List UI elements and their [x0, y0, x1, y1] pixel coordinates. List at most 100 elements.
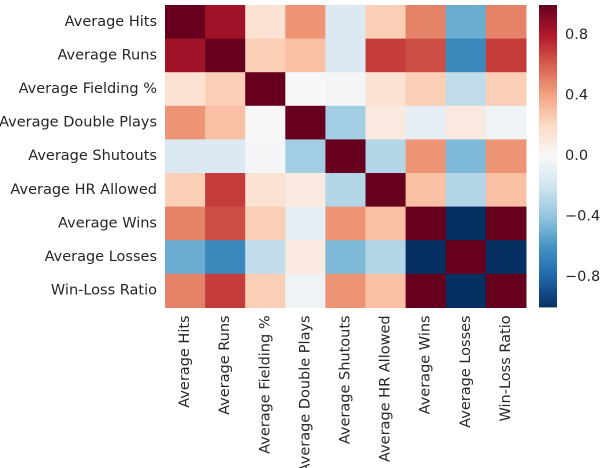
heatmap-cell-average-hits-x-average-shutouts	[325, 5, 367, 40]
colorbar-tick-label: 0.8	[565, 27, 588, 43]
heatmap-cell-average-hr-allowed-x-average-double-plays	[285, 173, 326, 208]
heatmap-cell-average-fielding-pct-x-average-double-plays	[285, 72, 326, 107]
heatmap-cell-average-double-plays-x-win-loss-ratio	[485, 105, 527, 140]
x-tick-label-average-double-plays: Average Double Plays	[297, 315, 313, 468]
heatmap-cell-average-double-plays-x-average-shutouts	[325, 105, 367, 140]
x-tick-label-average-wins: Average Wins	[418, 315, 434, 414]
heatmap-cell-win-loss-ratio-x-average-fielding-pct	[245, 273, 286, 308]
heatmap-cell-win-loss-ratio-x-average-losses	[445, 273, 487, 308]
heatmap-cell-average-losses-x-average-double-plays	[285, 240, 326, 275]
heatmap-cell-average-shutouts-x-average-wins	[405, 139, 447, 174]
heatmap-cell-average-fielding-pct-x-average-losses	[445, 72, 487, 107]
colorbar: 0.8 0.4 0.0 −0.4 −0.8	[539, 5, 600, 308]
heatmap-cell-average-losses-x-average-shutouts	[325, 240, 367, 275]
heatmap-cell-win-loss-ratio-x-average-wins	[405, 273, 447, 308]
heatmap-cell-average-double-plays-x-average-wins	[405, 105, 447, 140]
heatmap-cell-win-loss-ratio-x-average-hits	[165, 273, 206, 308]
heatmap-cell-average-shutouts-x-average-double-plays	[285, 139, 326, 174]
heatmap-cell-average-hits-x-average-losses	[445, 5, 487, 40]
y-tick-label-average-hr-allowed: Average HR Allowed	[10, 182, 157, 198]
heatmap-cell-average-losses-x-average-fielding-pct	[245, 240, 286, 275]
heatmap-cell-average-fielding-pct-x-average-fielding-pct	[245, 72, 286, 107]
heatmap-cell-average-runs-x-average-fielding-pct	[245, 38, 286, 73]
heatmap-cell-average-double-plays-x-average-hits	[165, 105, 206, 140]
x-tick-label-average-losses: Average Losses	[458, 315, 474, 427]
heatmap-cell-average-fielding-pct-x-average-wins	[405, 72, 447, 107]
heatmap-cell-average-hr-allowed-x-win-loss-ratio	[485, 173, 527, 208]
heatmap-cell-win-loss-ratio-x-average-runs	[205, 273, 246, 308]
colorbar-gradient	[539, 5, 557, 308]
heatmap-cell-average-shutouts-x-average-hits	[165, 139, 206, 174]
heatmap-cell-average-hr-allowed-x-average-shutouts	[325, 173, 367, 208]
heatmap-cells	[165, 5, 527, 308]
x-tick-label-average-shutouts: Average Shutouts	[337, 315, 353, 444]
heatmap-cell-average-runs-x-average-hits	[165, 38, 206, 73]
x-tick-label-average-hr-allowed: Average HR Allowed	[378, 315, 394, 462]
heatmap-cell-average-hits-x-average-hits	[165, 5, 206, 40]
heatmap-cell-average-hr-allowed-x-average-runs	[205, 173, 246, 208]
heatmap-cell-average-wins-x-average-wins	[405, 206, 447, 241]
heatmap-cell-win-loss-ratio-x-win-loss-ratio	[485, 273, 527, 308]
heatmap-cell-average-hr-allowed-x-average-losses	[445, 173, 487, 208]
heatmap-cell-average-shutouts-x-win-loss-ratio	[485, 139, 527, 174]
colorbar-tick-label: −0.8	[565, 269, 600, 285]
heatmap-cell-average-shutouts-x-average-shutouts	[325, 139, 367, 174]
heatmap-cell-average-wins-x-average-runs	[205, 206, 246, 241]
heatmap-cell-average-hits-x-average-wins	[405, 5, 447, 40]
heatmap-cell-average-wins-x-average-hits	[165, 206, 206, 241]
heatmap-cell-average-shutouts-x-average-fielding-pct	[245, 139, 286, 174]
heatmap-cell-average-shutouts-x-average-hr-allowed	[365, 139, 407, 174]
heatmap-cell-average-fielding-pct-x-average-hr-allowed	[365, 72, 407, 107]
y-tick-label-average-losses: Average Losses	[45, 249, 157, 265]
heatmap-cell-average-double-plays-x-average-hr-allowed	[365, 105, 407, 140]
heatmap-cell-average-double-plays-x-average-double-plays	[285, 105, 326, 140]
heatmap-cell-average-wins-x-average-double-plays	[285, 206, 326, 241]
heatmap-cell-average-runs-x-average-shutouts	[325, 38, 367, 73]
heatmap-cell-average-losses-x-average-losses	[445, 240, 487, 275]
y-tick-labels: Average Hits Average Runs Average Fielding…	[0, 14, 157, 299]
heatmap-cell-average-double-plays-x-average-fielding-pct	[245, 105, 286, 140]
heatmap-cell-average-losses-x-win-loss-ratio	[485, 240, 527, 275]
heatmap-cell-average-wins-x-average-losses	[445, 206, 487, 241]
heatmap-cell-average-runs-x-average-hr-allowed	[365, 38, 407, 73]
heatmap-cell-average-shutouts-x-average-losses	[445, 139, 487, 174]
heatmap-cell-average-fielding-pct-x-average-runs	[205, 72, 246, 107]
heatmap-cell-average-losses-x-average-hr-allowed	[365, 240, 407, 275]
heatmap-cell-average-losses-x-average-hits	[165, 240, 206, 275]
heatmap-cell-average-double-plays-x-average-runs	[205, 105, 246, 140]
heatmap-cell-average-fielding-pct-x-average-hits	[165, 72, 206, 107]
x-tick-label-average-fielding-pct: Average Fielding %	[257, 315, 273, 453]
heatmap-cell-average-hits-x-win-loss-ratio	[485, 5, 527, 40]
y-tick-label-average-wins: Average Wins	[58, 215, 157, 231]
y-tick-label-average-shutouts: Average Shutouts	[28, 148, 157, 164]
heatmap-cell-average-wins-x-average-hr-allowed	[365, 206, 407, 241]
colorbar-tick-label: 0.0	[565, 148, 588, 164]
heatmap-cell-average-runs-x-average-runs	[205, 38, 246, 73]
heatmap-cell-average-runs-x-average-losses	[445, 38, 487, 73]
heatmap-cell-average-runs-x-win-loss-ratio	[485, 38, 527, 73]
x-tick-labels: Average Hits Average Runs Average Fielding…	[177, 315, 514, 468]
x-tick-label-win-loss-ratio: Win-Loss Ratio	[498, 315, 514, 421]
heatmap-cell-win-loss-ratio-x-average-hr-allowed	[365, 273, 407, 308]
colorbar-tick-label: −0.4	[565, 209, 600, 225]
heatmap-cell-average-losses-x-average-runs	[205, 240, 246, 275]
heatmap-cell-average-wins-x-average-shutouts	[325, 206, 367, 241]
x-tick-label-average-runs: Average Runs	[217, 315, 233, 415]
heatmap-cell-win-loss-ratio-x-average-double-plays	[285, 273, 326, 308]
heatmap-cell-average-hr-allowed-x-average-hits	[165, 173, 206, 208]
heatmap-cell-average-hr-allowed-x-average-fielding-pct	[245, 173, 286, 208]
heatmap-cell-average-shutouts-x-average-runs	[205, 139, 246, 174]
heatmap-cell-average-hr-allowed-x-average-hr-allowed	[365, 173, 407, 208]
y-tick-label-average-double-plays: Average Double Plays	[0, 115, 157, 131]
colorbar-tick-label: 0.4	[565, 88, 588, 104]
y-tick-label-win-loss-ratio: Win-Loss Ratio	[51, 283, 157, 299]
y-tick-label-average-fielding-pct: Average Fielding %	[19, 81, 157, 97]
heatmap-cell-average-hits-x-average-double-plays	[285, 5, 326, 40]
heatmap-cell-average-runs-x-average-double-plays	[285, 38, 326, 73]
heatmap-cell-average-double-plays-x-average-losses	[445, 105, 487, 140]
heatmap-cell-average-wins-x-average-fielding-pct	[245, 206, 286, 241]
x-tick-label-average-hits: Average Hits	[177, 315, 193, 407]
heatmap-cell-average-hits-x-average-runs	[205, 5, 246, 40]
heatmap-cell-average-hr-allowed-x-average-wins	[405, 173, 447, 208]
